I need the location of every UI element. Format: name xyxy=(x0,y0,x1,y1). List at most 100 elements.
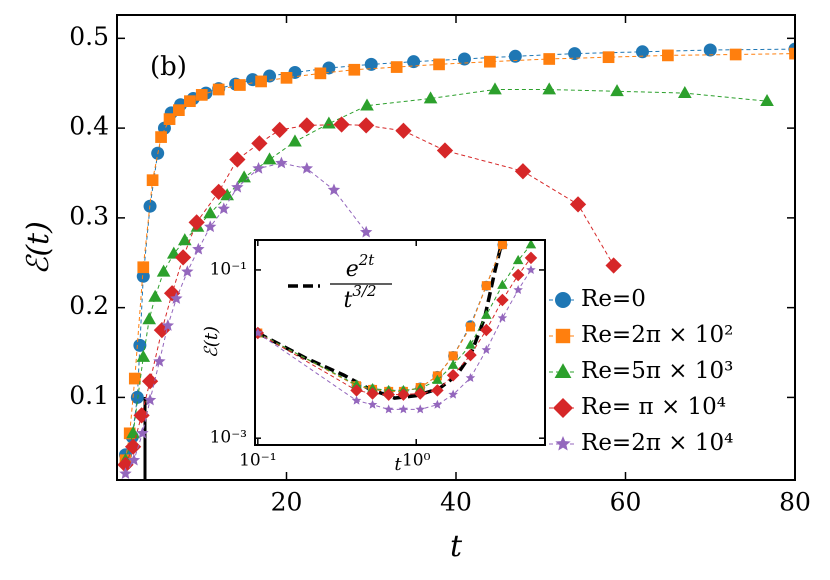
legend-marker xyxy=(555,292,571,308)
marker xyxy=(569,196,587,213)
marker xyxy=(153,355,166,367)
marker xyxy=(360,98,374,111)
marker xyxy=(382,388,395,401)
series-line xyxy=(124,53,795,461)
curve-label-base-sup: 2t xyxy=(358,251,376,269)
legend-label: Re= π × 10⁴ xyxy=(581,394,726,420)
marker xyxy=(156,264,171,277)
marker xyxy=(448,351,458,361)
marker xyxy=(526,264,536,274)
y-tick-label: 0.1 xyxy=(69,381,109,410)
marker xyxy=(423,91,438,104)
marker xyxy=(136,426,149,439)
marker xyxy=(217,202,230,215)
inset-background xyxy=(255,240,545,445)
marker xyxy=(300,162,314,174)
marker xyxy=(119,467,132,479)
marker xyxy=(568,47,582,61)
marker xyxy=(322,116,336,129)
marker xyxy=(163,113,176,125)
x-tick-label: 20 xyxy=(271,487,303,516)
marker xyxy=(181,265,194,277)
marker xyxy=(367,399,378,409)
marker xyxy=(146,174,159,187)
legend-label: Re=2π × 10⁴ xyxy=(581,430,733,456)
marker xyxy=(143,393,157,406)
marker xyxy=(298,117,315,134)
marker xyxy=(275,156,288,169)
plot-area xyxy=(117,42,795,479)
marker xyxy=(484,55,496,68)
marker xyxy=(280,71,293,84)
x-tick-label: 80 xyxy=(779,487,811,516)
marker xyxy=(351,395,362,405)
marker xyxy=(314,67,327,80)
curve-label-denom-sup: 3/2 xyxy=(352,282,376,300)
legend-marker xyxy=(555,436,571,451)
marker xyxy=(513,284,523,295)
y-tick-label: 0.5 xyxy=(69,22,109,51)
series-line xyxy=(125,162,367,474)
marker xyxy=(170,292,183,304)
y-tick-label: 0.3 xyxy=(69,201,109,230)
marker xyxy=(395,122,412,139)
marker xyxy=(760,94,774,107)
marker xyxy=(184,95,196,108)
plot-area xyxy=(255,240,538,414)
marker xyxy=(542,82,557,95)
marker xyxy=(497,313,508,323)
marker xyxy=(117,456,134,473)
marker xyxy=(212,83,225,96)
marker xyxy=(128,372,141,385)
marker xyxy=(397,388,410,401)
legend-marker xyxy=(553,398,573,418)
marker xyxy=(497,279,508,289)
marker xyxy=(413,387,427,400)
marker xyxy=(142,312,157,325)
marker xyxy=(161,319,175,331)
x-tick-label: 60 xyxy=(610,487,642,516)
marker xyxy=(481,344,492,354)
marker xyxy=(192,242,205,255)
marker xyxy=(220,188,234,201)
marker xyxy=(188,214,205,231)
marker xyxy=(136,349,151,362)
curve-label-numerator: e2t xyxy=(346,251,376,282)
marker xyxy=(496,293,509,307)
marker xyxy=(497,240,507,250)
marker xyxy=(358,117,375,134)
marker xyxy=(508,49,522,63)
marker xyxy=(141,373,159,390)
marker xyxy=(457,52,471,66)
marker xyxy=(465,339,476,349)
marker xyxy=(137,261,150,274)
marker xyxy=(148,289,162,302)
marker xyxy=(366,387,379,400)
marker xyxy=(237,170,251,183)
marker xyxy=(447,359,459,369)
marker xyxy=(488,82,502,95)
marker xyxy=(204,220,217,233)
marker xyxy=(383,404,394,414)
marker xyxy=(789,47,795,60)
x-tick-label: 40 xyxy=(440,487,472,516)
marker xyxy=(635,45,649,59)
marker xyxy=(288,134,302,147)
marker xyxy=(130,390,144,404)
legend-marker xyxy=(554,363,572,378)
marker xyxy=(350,384,363,397)
marker xyxy=(195,89,208,101)
marker xyxy=(127,453,141,466)
panel-label: (b) xyxy=(150,52,187,82)
marker xyxy=(514,163,532,180)
marker xyxy=(524,251,538,265)
curve-label-denom: t xyxy=(344,288,353,313)
marker xyxy=(610,84,624,97)
marker xyxy=(446,369,460,382)
marker xyxy=(512,254,524,265)
x-tick-label: 10⁻¹ xyxy=(239,451,276,471)
marker xyxy=(124,438,142,455)
marker xyxy=(390,61,403,73)
legend-label: Re=0 xyxy=(581,286,646,312)
marker xyxy=(234,79,246,91)
